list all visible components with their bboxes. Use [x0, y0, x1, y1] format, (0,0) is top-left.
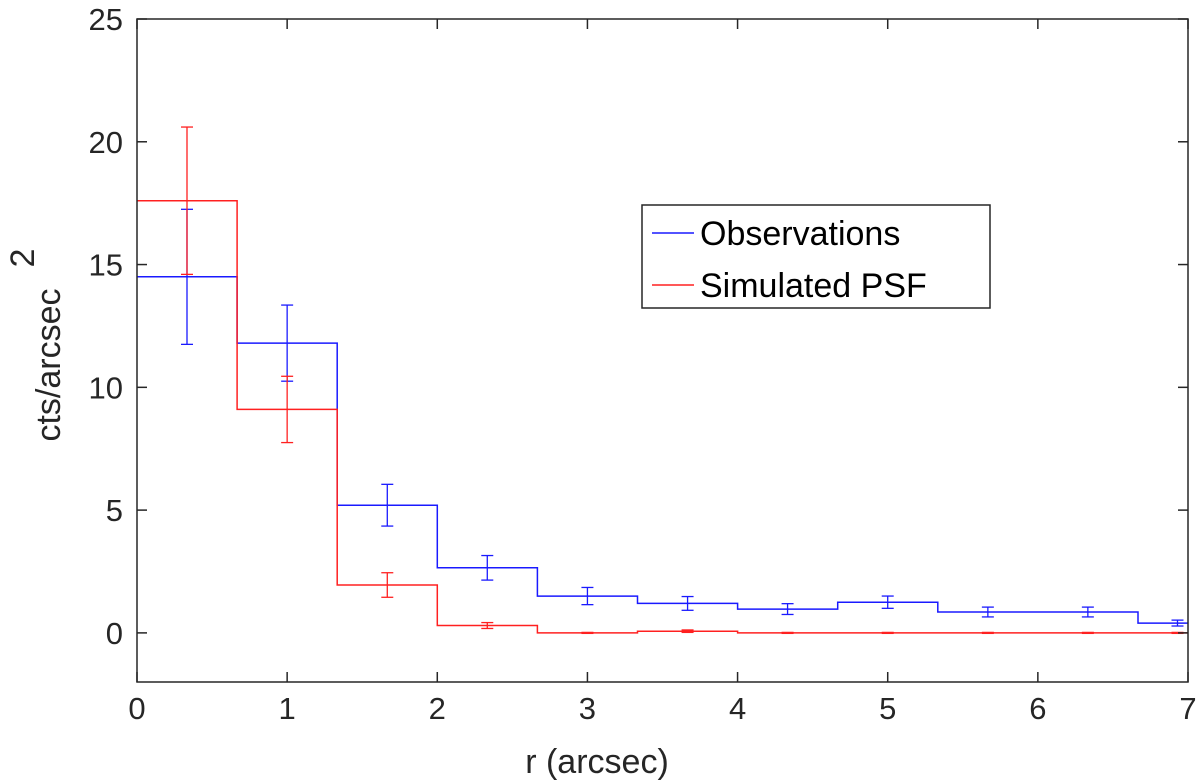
error-bar-simulated-psf	[381, 572, 394, 598]
y-tick-label: 10	[89, 370, 123, 405]
stairs-line-observations	[137, 276, 1188, 624]
error-bar-observations	[1081, 606, 1094, 618]
tick-layer: 0 1 2 3 4 5 6 7 0 5 10 15 20 25	[89, 2, 1197, 726]
y-tick-label: 25	[89, 2, 123, 37]
y-axis-label-superscript: 2	[4, 249, 42, 268]
error-bar-observations	[381, 483, 394, 527]
error-bar-observations	[481, 554, 494, 581]
series-layer	[137, 126, 1188, 635]
legend: Observations Simulated PSF	[641, 204, 991, 309]
error-bar-simulated-psf	[681, 629, 694, 634]
error-bar-observations	[781, 603, 794, 616]
series-simulated-psf	[137, 126, 1188, 635]
y-tick-label: 5	[106, 493, 123, 528]
x-tick-label: 3	[579, 691, 596, 726]
error-bar-simulated-psf	[281, 375, 294, 444]
legend-label-observations: Observations	[700, 215, 900, 253]
x-tick-label: 5	[879, 691, 896, 726]
x-tick-label: 6	[1029, 691, 1046, 726]
error-bar-simulated-psf	[881, 631, 894, 635]
x-tick-label: 2	[429, 691, 446, 726]
x-tick-label: 7	[1179, 691, 1196, 726]
plot-background	[137, 19, 1188, 682]
error-bar-simulated-psf	[1081, 631, 1094, 635]
plot-frame	[136, 18, 1189, 683]
error-bar-simulated-psf	[481, 621, 494, 630]
y-axis-label: cts/arcsec	[30, 288, 68, 441]
x-tick-label: 0	[128, 691, 145, 726]
y-tick-label: 20	[89, 125, 123, 160]
error-bar-observations	[981, 606, 994, 618]
error-bar-simulated-psf	[981, 631, 994, 635]
y-tick-label: 0	[106, 616, 123, 651]
legend-box	[641, 204, 991, 309]
error-bar-simulated-psf	[781, 631, 794, 635]
error-bar-observations	[881, 595, 894, 609]
y-tick-label: 15	[89, 248, 123, 283]
x-tick-label: 4	[729, 691, 746, 726]
error-bar-simulated-psf	[180, 126, 193, 276]
x-axis-label: r (arcsec)	[525, 743, 669, 781]
series-observations	[137, 208, 1188, 627]
error-bar-observations	[581, 586, 594, 606]
error-bar-observations	[1171, 619, 1184, 627]
error-bar-observations	[681, 595, 694, 611]
x-tick-label: 1	[279, 691, 296, 726]
legend-label-simulated-psf: Simulated PSF	[700, 267, 927, 305]
error-bar-simulated-psf	[581, 631, 594, 635]
